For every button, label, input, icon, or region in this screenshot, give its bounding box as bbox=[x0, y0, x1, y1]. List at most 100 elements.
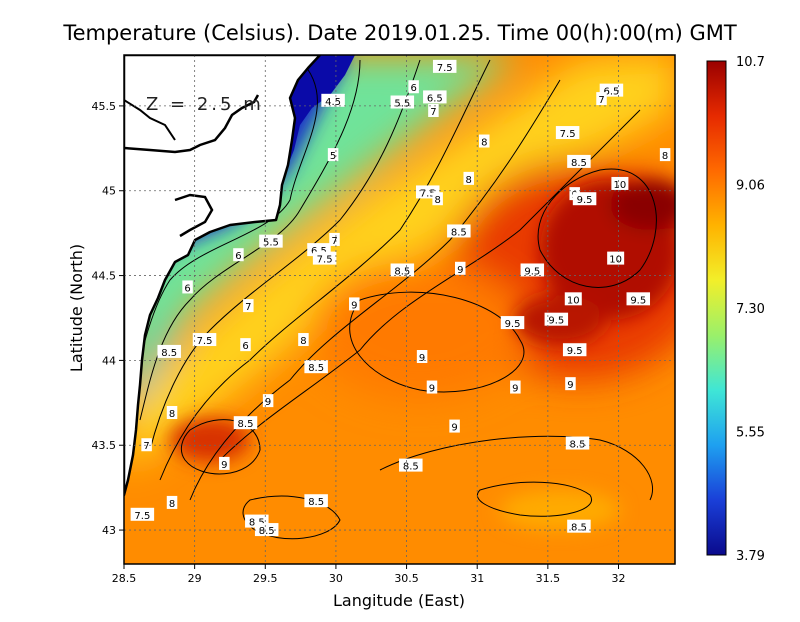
svg-text:9.5: 9.5 bbox=[567, 346, 583, 357]
contour-label: 8.5 bbox=[157, 344, 181, 359]
svg-text:7.5: 7.5 bbox=[197, 336, 213, 347]
colorbar-label: 7.30 bbox=[736, 302, 765, 317]
contour-label: 5.5 bbox=[259, 234, 283, 249]
contour-label: 9 bbox=[449, 419, 460, 434]
contour-label: 8.5 bbox=[567, 519, 591, 534]
svg-text:6: 6 bbox=[235, 251, 241, 262]
y-axis-label: Latitude (North) bbox=[67, 244, 86, 372]
svg-text:9: 9 bbox=[221, 460, 227, 471]
y-tick-label: 44 bbox=[102, 354, 116, 367]
y-axis: 43 43.5 44 44.5 45 45.5 bbox=[92, 100, 124, 537]
contour-label: 9 bbox=[510, 380, 521, 395]
svg-text:8: 8 bbox=[169, 409, 175, 420]
svg-text:5.5: 5.5 bbox=[394, 99, 410, 110]
contour-label: 8 bbox=[166, 495, 178, 510]
contour-label: 6 bbox=[233, 248, 244, 262]
svg-text:8.5: 8.5 bbox=[259, 526, 275, 537]
svg-text:8.5: 8.5 bbox=[394, 266, 410, 277]
svg-text:7.5: 7.5 bbox=[134, 511, 150, 522]
contour-label: 7.5 bbox=[192, 333, 217, 347]
svg-text:10: 10 bbox=[609, 255, 622, 266]
contour-label: 8 bbox=[298, 333, 309, 347]
svg-text:9.5: 9.5 bbox=[524, 266, 540, 277]
contour-label: 9.5 bbox=[562, 343, 587, 357]
svg-text:8.5: 8.5 bbox=[571, 523, 587, 534]
svg-text:4.5: 4.5 bbox=[325, 97, 341, 108]
contour-label: 6 bbox=[240, 338, 251, 352]
svg-text:7.5: 7.5 bbox=[437, 63, 453, 74]
svg-text:7.5: 7.5 bbox=[317, 255, 333, 266]
svg-text:6: 6 bbox=[242, 341, 248, 352]
svg-text:9: 9 bbox=[512, 384, 518, 395]
contour-label: 8 bbox=[166, 405, 178, 420]
contour-label: 7.5 bbox=[312, 251, 337, 266]
contour-label: 9 bbox=[455, 261, 466, 276]
contour-label: 7 bbox=[596, 92, 607, 106]
x-tick-label: 28.5 bbox=[112, 572, 137, 585]
contour-label: 7.5 bbox=[130, 507, 155, 522]
contour-label: 7.5 bbox=[555, 126, 580, 140]
svg-text:8.5: 8.5 bbox=[238, 419, 254, 430]
x-tick-label: 31 bbox=[470, 572, 484, 585]
svg-text:8.5: 8.5 bbox=[571, 158, 587, 169]
y-tick-label: 44.5 bbox=[92, 270, 117, 283]
contour-label: 8.5 bbox=[254, 523, 279, 537]
svg-text:7: 7 bbox=[331, 236, 337, 247]
chart-title: Temperature (Celsius). Date 2019.01.25. … bbox=[62, 21, 737, 45]
contour-label: 9 bbox=[416, 350, 428, 364]
svg-text:8: 8 bbox=[434, 195, 440, 206]
colorbar-gradient bbox=[706, 60, 727, 556]
contour-label: 9 bbox=[262, 394, 274, 408]
contour-label: 9.5 bbox=[520, 263, 545, 277]
contour-label: 7 bbox=[428, 103, 439, 118]
colorbar-label: 3.79 bbox=[736, 549, 765, 564]
contour-label: 10 bbox=[564, 292, 582, 306]
contour-label: 5 bbox=[327, 148, 339, 162]
contour-label: 10 bbox=[607, 251, 625, 266]
depth-annotation: Z = 2.5 m bbox=[146, 94, 264, 115]
contour-label: 8.5 bbox=[399, 458, 423, 473]
svg-text:9: 9 bbox=[429, 384, 435, 395]
svg-text:8.5: 8.5 bbox=[308, 497, 324, 508]
contour-label: 7 bbox=[329, 232, 340, 247]
svg-text:6.5: 6.5 bbox=[603, 87, 619, 98]
svg-text:6.5: 6.5 bbox=[427, 93, 443, 104]
contour-label: 8.5 bbox=[390, 263, 415, 277]
svg-text:7: 7 bbox=[598, 95, 604, 106]
contour-label: 6 bbox=[182, 280, 193, 294]
svg-text:7: 7 bbox=[143, 441, 149, 452]
svg-text:9: 9 bbox=[351, 300, 357, 311]
contour-label: 8 bbox=[463, 171, 474, 186]
contour-label: 6.5 bbox=[423, 90, 447, 104]
svg-text:7.5: 7.5 bbox=[560, 129, 576, 140]
svg-text:8.5: 8.5 bbox=[403, 462, 419, 473]
svg-text:5: 5 bbox=[330, 151, 336, 162]
colorbar-label: 9.06 bbox=[736, 179, 765, 194]
colorbar: 10.7 9.06 7.30 5.55 3.79 bbox=[706, 55, 765, 564]
contour-label: 9.5 bbox=[626, 292, 651, 306]
svg-text:8: 8 bbox=[169, 499, 175, 510]
contour-label: 9.5 bbox=[572, 192, 597, 206]
x-tick-label: 32 bbox=[611, 572, 625, 585]
x-tick-label: 29 bbox=[188, 572, 202, 585]
temperature-field bbox=[124, 55, 675, 564]
contour-label: 8 bbox=[432, 192, 443, 206]
svg-text:5.5: 5.5 bbox=[263, 238, 279, 249]
plot-frame bbox=[123, 54, 676, 565]
contour-label: 8 bbox=[479, 134, 490, 149]
y-tick-label: 45 bbox=[102, 185, 116, 198]
svg-text:8.5: 8.5 bbox=[161, 348, 177, 359]
x-tick-label: 30 bbox=[329, 572, 343, 585]
x-tick-label: 31.5 bbox=[536, 572, 561, 585]
svg-text:9: 9 bbox=[451, 423, 457, 434]
contour-label: 7 bbox=[141, 438, 152, 452]
contour-label: 8.5 bbox=[304, 360, 328, 374]
contour-label: 5.5 bbox=[390, 95, 415, 110]
svg-text:8: 8 bbox=[481, 138, 487, 149]
contour-label: 9 bbox=[565, 377, 576, 391]
contour-label: 8.5 bbox=[447, 224, 471, 238]
svg-text:8.5: 8.5 bbox=[308, 363, 324, 374]
contour-label: 7 bbox=[243, 299, 254, 313]
svg-text:9: 9 bbox=[457, 265, 463, 276]
